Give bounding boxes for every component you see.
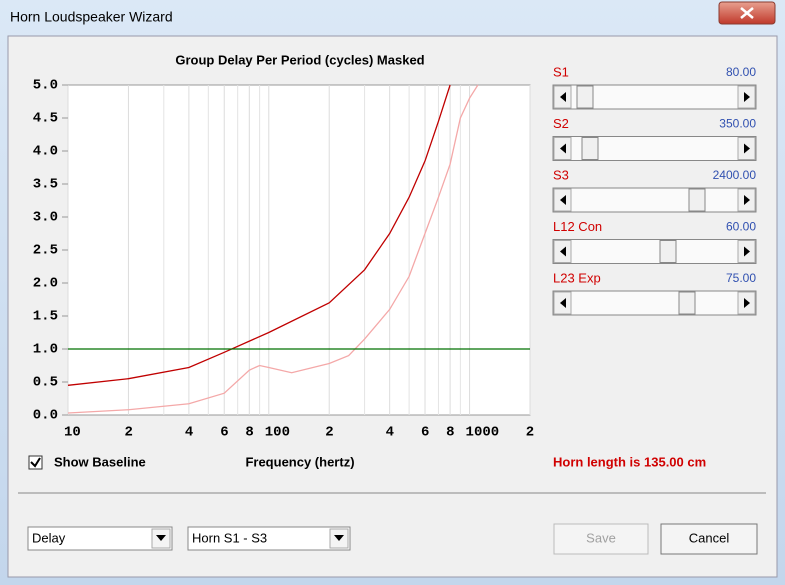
slider-label: S1 xyxy=(553,64,569,79)
slider-thumb[interactable] xyxy=(581,137,599,160)
slider-value: 75.00 xyxy=(726,271,756,285)
slider-thumb[interactable] xyxy=(678,291,696,315)
slider-value: 2400.00 xyxy=(713,168,757,182)
series-line xyxy=(67,84,451,386)
slider-arrow xyxy=(560,298,566,308)
slider-arrow xyxy=(560,246,566,257)
dropdown[interactable] xyxy=(187,526,351,551)
slider-value: 80.00 xyxy=(726,65,756,79)
save-button[interactable] xyxy=(553,523,649,555)
y-tick-label: 1.5 xyxy=(33,309,58,325)
y-tick-label: 3.0 xyxy=(33,210,58,226)
checkmark xyxy=(30,457,41,468)
dropdown-text: Horn S1 - S3 xyxy=(192,530,267,545)
x-tick-label: 2 xyxy=(526,425,534,441)
slider-arrow xyxy=(744,246,750,257)
slider-arrow xyxy=(744,298,750,308)
slider-arrow xyxy=(560,143,566,154)
x-tick-label: 4 xyxy=(185,425,193,441)
y-tick-label: 4.0 xyxy=(33,144,58,160)
checkbox-label[interactable]: Show Baseline xyxy=(54,454,146,469)
window-title: Horn Loudspeaker Wizard xyxy=(10,9,173,25)
y-tick-label: 0.0 xyxy=(33,408,58,424)
y-tick-label: 0.5 xyxy=(33,375,58,391)
slider-arrow xyxy=(560,92,566,102)
x-tick-label: 1000 xyxy=(466,425,500,441)
save-label: Save xyxy=(586,530,616,545)
dropdown[interactable] xyxy=(27,526,173,551)
chart-title: Group Delay Per Period (cycles) Masked xyxy=(175,52,424,67)
dropdown-arrow xyxy=(156,535,166,541)
plot-area xyxy=(67,84,531,416)
x-tick-label: 4 xyxy=(386,425,394,441)
slider-track[interactable] xyxy=(552,239,757,264)
x-tick-label: 8 xyxy=(245,425,253,441)
close-icon xyxy=(740,7,754,19)
x-tick-label: 2 xyxy=(325,425,333,441)
horn-length: Horn length is 135.00 cm xyxy=(553,454,706,469)
cancel-label: Cancel xyxy=(689,530,730,545)
y-tick-label: 1.0 xyxy=(33,342,58,358)
slider-arrow xyxy=(744,92,750,102)
x-tick-label: 2 xyxy=(124,425,132,441)
x-tick-label: 10 xyxy=(64,425,81,441)
x-tick-label: 6 xyxy=(421,425,429,441)
slider-value: 350.00 xyxy=(719,117,756,131)
cancel-button[interactable] xyxy=(660,523,758,555)
slider-label: L23 Exp xyxy=(553,270,601,285)
series-line xyxy=(67,84,479,414)
x-tick-label: 6 xyxy=(220,425,228,441)
x-axis-label: Frequency (hertz) xyxy=(245,454,354,469)
y-tick-label: 3.5 xyxy=(33,177,58,193)
slider-label: S2 xyxy=(553,116,569,131)
slider-track[interactable] xyxy=(552,290,757,316)
slider-arrow xyxy=(744,195,750,205)
x-tick-label: 100 xyxy=(265,425,290,441)
slider-thumb[interactable] xyxy=(576,85,594,109)
dropdown-arrow xyxy=(334,535,344,541)
slider-label: S3 xyxy=(553,167,569,182)
slider-arrow xyxy=(560,195,566,205)
y-tick-label: 2.5 xyxy=(33,243,58,259)
slider-track[interactable] xyxy=(552,187,757,213)
y-tick-label: 4.5 xyxy=(33,111,58,127)
dropdown-text: Delay xyxy=(32,530,66,545)
slider-thumb[interactable] xyxy=(688,188,706,212)
slider-arrow xyxy=(744,143,750,154)
y-tick-label: 2.0 xyxy=(33,276,58,292)
x-tick-label: 8 xyxy=(446,425,454,441)
slider-thumb[interactable] xyxy=(659,240,677,263)
slider-label: L12 Con xyxy=(553,219,602,234)
slider-value: 60.00 xyxy=(726,220,756,234)
y-tick-label: 5.0 xyxy=(33,78,58,94)
